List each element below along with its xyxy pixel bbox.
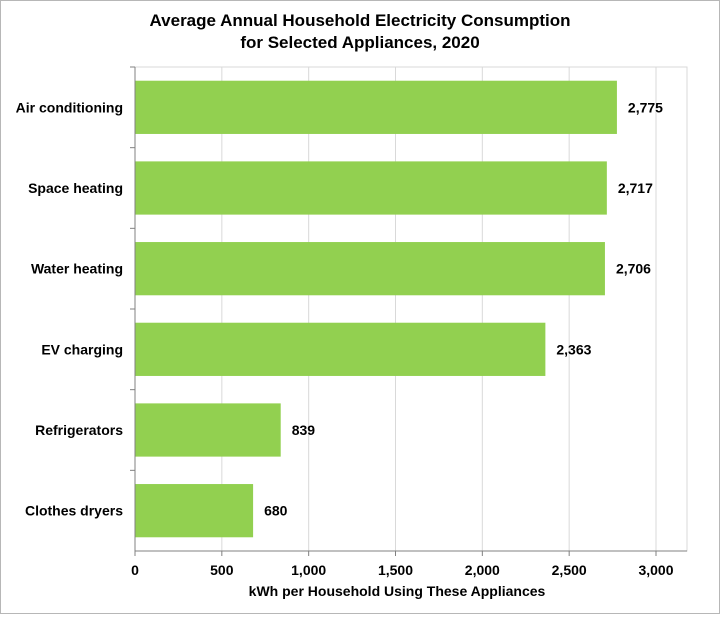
data-label: 2,775 <box>628 99 663 115</box>
data-label: 680 <box>264 503 288 519</box>
data-label: 839 <box>292 422 316 438</box>
plot-area: 0 500 1,000 1,500 2,000 2,500 3,000 Air conditi… <box>16 66 688 578</box>
chart-title-line-1: Average Annual Household Electricity Con… <box>150 11 571 30</box>
data-label: 2,363 <box>556 341 591 357</box>
category-label: Refrigerators <box>35 422 123 438</box>
x-tick-label: 0 <box>131 562 139 578</box>
category-label: Clothes dryers <box>25 503 123 519</box>
bar <box>135 242 605 296</box>
x-axis-label: kWh per Household Using These Appliances <box>249 583 546 599</box>
data-label: 2,717 <box>618 180 653 196</box>
plot-background <box>134 66 688 552</box>
x-tick-label: 1,500 <box>378 562 413 578</box>
category-label: Air conditioning <box>16 99 123 115</box>
data-label: 2,706 <box>616 261 651 277</box>
x-tick-label: 1,000 <box>291 562 326 578</box>
category-label: Space heating <box>28 180 123 196</box>
x-tick-label: 2,500 <box>552 562 587 578</box>
bar <box>135 322 546 376</box>
x-tick-label: 2,000 <box>465 562 500 578</box>
category-label: EV charging <box>41 341 123 357</box>
bar <box>135 403 281 457</box>
bar <box>135 80 617 134</box>
category-label: Water heating <box>31 261 123 277</box>
bar <box>135 161 607 215</box>
chart-title-line-2: for Selected Appliances, 2020 <box>240 33 479 52</box>
bar <box>135 484 254 538</box>
x-tick-label: 3,000 <box>638 562 673 578</box>
x-tick-label: 500 <box>210 562 234 578</box>
